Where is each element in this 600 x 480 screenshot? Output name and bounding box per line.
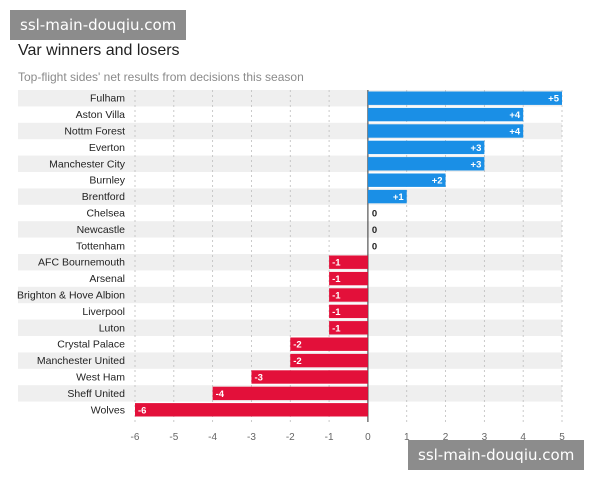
value-label: -2 bbox=[293, 356, 301, 367]
value-label: -1 bbox=[332, 258, 341, 269]
value-label: -1 bbox=[332, 307, 341, 318]
watermark-bottom: ssl-main-douqiu.com bbox=[408, 440, 585, 470]
category-label: Nottm Forest bbox=[64, 126, 125, 138]
category-label: Newcastle bbox=[77, 224, 126, 236]
value-label: +1 bbox=[393, 192, 405, 203]
value-label: +4 bbox=[509, 110, 521, 121]
category-label: Wolves bbox=[91, 404, 125, 416]
chart-title: Var winners and losers bbox=[18, 42, 180, 59]
x-tick-label: -4 bbox=[208, 432, 217, 443]
value-label: -3 bbox=[254, 373, 262, 384]
bar bbox=[212, 386, 368, 401]
bar bbox=[367, 91, 562, 105]
row-band bbox=[18, 319, 562, 336]
bar bbox=[367, 124, 524, 138]
x-tick-label: -5 bbox=[169, 432, 178, 443]
bar bbox=[329, 288, 368, 302]
bar bbox=[290, 353, 368, 368]
value-label: -4 bbox=[216, 389, 225, 400]
x-tick-label: 5 bbox=[559, 432, 565, 443]
category-label: Manchester United bbox=[37, 355, 125, 367]
value-label: -6 bbox=[138, 405, 146, 416]
x-tick-label: 1 bbox=[404, 432, 410, 443]
category-label: Aston Villa bbox=[76, 109, 126, 121]
value-label: 0 bbox=[372, 241, 377, 252]
category-label: West Ham bbox=[76, 372, 125, 384]
category-label: Luton bbox=[99, 322, 125, 334]
bar bbox=[329, 271, 368, 286]
value-label: +4 bbox=[509, 127, 521, 138]
value-label: +3 bbox=[471, 143, 482, 154]
category-label: Crystal Palace bbox=[57, 339, 125, 351]
x-tick-label: -6 bbox=[131, 432, 140, 443]
bar bbox=[367, 157, 485, 171]
category-label: Liverpool bbox=[82, 306, 125, 318]
category-label: Arsenal bbox=[89, 273, 125, 285]
bar bbox=[329, 321, 368, 335]
value-label: +2 bbox=[432, 176, 443, 187]
category-label: Everton bbox=[89, 142, 125, 154]
x-tick-label: 3 bbox=[482, 432, 488, 443]
bar bbox=[329, 255, 368, 269]
x-tick-label: 2 bbox=[443, 432, 449, 443]
category-label: AFC Bournemouth bbox=[38, 257, 125, 269]
x-tick-label: -3 bbox=[247, 432, 256, 443]
bar bbox=[251, 370, 368, 384]
chart-subtitle: Top-flight sides' net results from decis… bbox=[18, 70, 304, 84]
category-label: Chelsea bbox=[86, 208, 125, 220]
value-label: -1 bbox=[332, 274, 341, 285]
category-label: Tottenham bbox=[76, 240, 125, 252]
watermark-top: ssl-main-douqiu.com bbox=[10, 10, 187, 40]
category-label: Burnley bbox=[89, 175, 125, 187]
value-label: -1 bbox=[332, 291, 341, 302]
bar bbox=[329, 304, 368, 319]
value-label: 0 bbox=[372, 209, 377, 220]
bar bbox=[135, 403, 368, 417]
value-label: -2 bbox=[293, 340, 301, 351]
value-label: 0 bbox=[372, 225, 377, 236]
category-label: Fulham bbox=[90, 93, 125, 105]
category-label: Brentford bbox=[82, 191, 125, 203]
x-tick-label: 0 bbox=[365, 432, 371, 443]
category-label: Manchester City bbox=[49, 158, 126, 170]
category-label: Sheff United bbox=[67, 388, 125, 400]
value-label: +3 bbox=[471, 159, 482, 170]
x-tick-label: 4 bbox=[520, 432, 526, 443]
value-label: -1 bbox=[332, 323, 341, 334]
row-band bbox=[18, 254, 562, 271]
x-tick-label: -1 bbox=[325, 432, 334, 443]
value-label: +5 bbox=[548, 94, 560, 105]
category-label: Brighton & Hove Albion bbox=[17, 290, 125, 302]
bar bbox=[367, 189, 407, 204]
bar bbox=[367, 107, 524, 122]
bar bbox=[290, 337, 368, 351]
bar bbox=[367, 140, 485, 155]
bar bbox=[367, 173, 446, 187]
x-tick-label: -2 bbox=[286, 432, 295, 443]
row-band bbox=[18, 221, 562, 238]
